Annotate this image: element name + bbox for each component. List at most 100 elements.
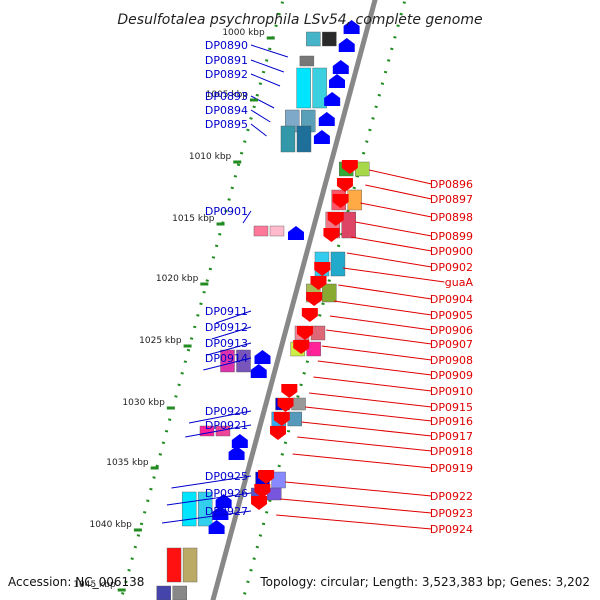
map-title: Desulfotalea psychrophila LSv54, complet… — [117, 12, 482, 28]
scale-label: 1035 kbp — [106, 458, 149, 468]
gene-block — [310, 325, 326, 341]
gene-arrow — [327, 212, 344, 226]
gene-block — [296, 67, 311, 109]
left-gene-label: DP0925 — [205, 470, 248, 483]
left-gene-label: DP0920 — [205, 405, 248, 418]
gene-arrow — [332, 60, 349, 74]
scale-label: 1015 kbp — [172, 214, 215, 224]
left-gene-label: DP0927 — [205, 505, 248, 518]
gene-block — [220, 349, 235, 373]
left-gene-label: DP0891 — [205, 54, 248, 67]
gene-arrow — [341, 160, 358, 174]
scale-label: 1005 kbp — [206, 90, 249, 100]
right-gene-label: DP0916 — [430, 415, 473, 428]
left-leader-line — [250, 95, 275, 109]
gene-arrow — [293, 340, 310, 354]
gene-arrow — [313, 130, 330, 144]
right-leader-line — [305, 406, 432, 422]
gene-arrow — [228, 446, 245, 460]
left-leader-line — [250, 123, 267, 137]
left-gene-label: DP0921 — [205, 419, 248, 432]
gene-arrow — [306, 292, 323, 306]
gene-block — [312, 67, 327, 109]
scale-labels: 1000 kbp 1005 kbp 1010 kbp 1015 kbp 1020 kbp… — [73, 28, 275, 592]
left-leader-line — [161, 510, 252, 524]
right-gene-label: DP0910 — [430, 385, 473, 398]
left-leader-line — [250, 109, 271, 123]
right-gene-label: DP0907 — [430, 338, 473, 351]
right-gene-label: DP0915 — [430, 401, 473, 414]
right-leader-line — [276, 514, 432, 530]
leader-lines — [161, 44, 445, 530]
left-gene-label: DP0890 — [205, 39, 248, 52]
right-gene-label: DP0917 — [430, 430, 473, 443]
right-gene-label: DP0924 — [430, 523, 473, 536]
left-leader-line — [242, 210, 252, 224]
scale-label: 1030 kbp — [122, 398, 165, 408]
right-leader-line — [301, 421, 432, 437]
backbone-line — [210, 0, 378, 600]
scale-label: 1020 kbp — [156, 274, 199, 284]
right-leader-line — [342, 267, 445, 283]
right-leader-line — [297, 436, 432, 452]
gene-arrow — [318, 112, 335, 126]
genome-tracks — [119, 0, 407, 600]
right-leader-line — [292, 453, 432, 469]
gene-block — [287, 411, 302, 427]
gene-block — [322, 283, 337, 303]
gene-block — [299, 55, 315, 67]
gene-arrow — [269, 426, 286, 440]
left-leader-line — [250, 59, 284, 73]
right-leader-line — [333, 300, 432, 316]
gene-arrow — [258, 470, 275, 484]
right-leader-line — [338, 284, 432, 300]
left-leader-line — [185, 424, 252, 438]
left-leader-line — [171, 475, 252, 489]
right-gene-label: DP0904 — [430, 293, 473, 306]
right-leader-line — [360, 202, 432, 218]
gene-block — [296, 125, 312, 153]
accession-text: Accession: NC_006138 — [8, 575, 144, 589]
gene-block — [166, 547, 182, 583]
right-leader-line — [355, 221, 432, 237]
right-leader-line — [346, 252, 432, 268]
left-gene-label: DP0895 — [205, 118, 248, 131]
right-leader-line — [365, 184, 432, 200]
left-gene-label: DP0913 — [205, 337, 248, 350]
genome-summary-text: Topology: circular; Length: 3,523,383 bp… — [259, 575, 590, 589]
gene-block — [181, 491, 197, 527]
gene-arrow — [296, 326, 313, 340]
scale-label: 1000 kbp — [222, 28, 265, 38]
gene-arrow — [250, 364, 267, 378]
gene-arrow — [301, 308, 318, 322]
gene-features — [156, 20, 370, 600]
right-gene-label: DP0896 — [430, 178, 473, 191]
gene-arrow — [251, 496, 268, 510]
gene-arrow — [212, 506, 229, 520]
right-gene-label: DP0906 — [430, 324, 473, 337]
right-gene-label: DP0919 — [430, 462, 473, 475]
left-gene-label: DP0893 — [205, 90, 248, 103]
gene-block — [182, 547, 198, 583]
gene-block — [330, 251, 346, 277]
right-gene-label: DP0922 — [430, 490, 473, 503]
right-leader-line — [329, 315, 432, 331]
scale-label: 1010 kbp — [189, 152, 232, 162]
right-leader-line — [351, 236, 432, 252]
right-gene-label: DP0923 — [430, 507, 473, 520]
right-gene-label: DP0905 — [430, 309, 473, 322]
scale-label: 1040 kbp — [89, 520, 132, 530]
left-gene-label: DP0901 — [205, 205, 248, 218]
right-gene-label: guaA — [445, 276, 474, 289]
right-leader-line — [317, 360, 432, 376]
gene-arrow — [254, 350, 271, 364]
right-leader-line — [309, 392, 432, 408]
gene-arrow — [208, 520, 225, 534]
gene-block — [236, 349, 251, 373]
gene-arrow — [231, 434, 248, 448]
gene-arrow — [343, 20, 360, 34]
gene-block — [322, 31, 337, 47]
left-leader-line — [188, 410, 252, 424]
